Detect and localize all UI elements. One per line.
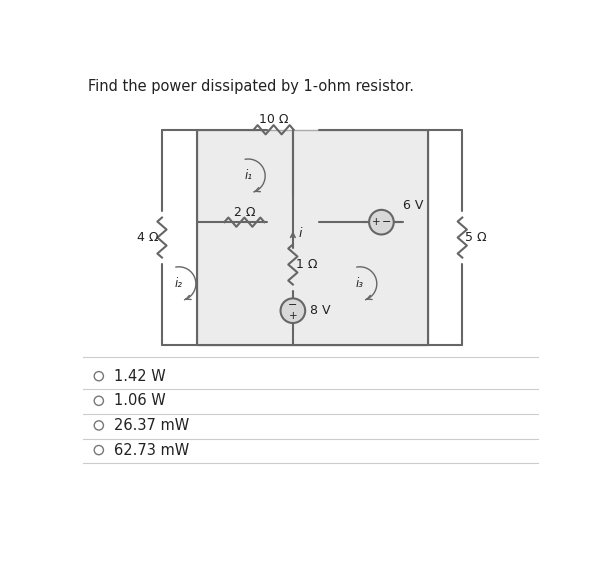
Text: −: − (288, 300, 298, 310)
Text: 1.42 W: 1.42 W (114, 369, 166, 383)
Text: 62.73 mW: 62.73 mW (114, 442, 190, 458)
Text: 4 Ω: 4 Ω (138, 231, 159, 244)
Text: −: − (382, 217, 391, 227)
Text: 2 Ω: 2 Ω (233, 206, 255, 219)
Text: +: + (288, 311, 297, 321)
Text: Find the power dissipated by 1-ohm resistor.: Find the power dissipated by 1-ohm resis… (88, 79, 414, 94)
Text: 1 Ω: 1 Ω (296, 258, 318, 271)
Text: i₂: i₂ (175, 277, 183, 290)
Text: 8 V: 8 V (310, 304, 330, 317)
Text: 1.06 W: 1.06 W (114, 393, 166, 408)
Bar (196, 130, 428, 345)
Text: +: + (371, 217, 381, 227)
Text: i₃: i₃ (356, 277, 364, 290)
Circle shape (369, 210, 394, 235)
Text: 5 Ω: 5 Ω (465, 231, 487, 244)
Text: i: i (299, 227, 302, 240)
Circle shape (281, 298, 305, 323)
Text: i₁: i₁ (244, 169, 252, 182)
Text: 26.37 mW: 26.37 mW (114, 418, 190, 433)
Text: 10 Ω: 10 Ω (259, 113, 288, 126)
Text: 6 V: 6 V (403, 199, 424, 212)
